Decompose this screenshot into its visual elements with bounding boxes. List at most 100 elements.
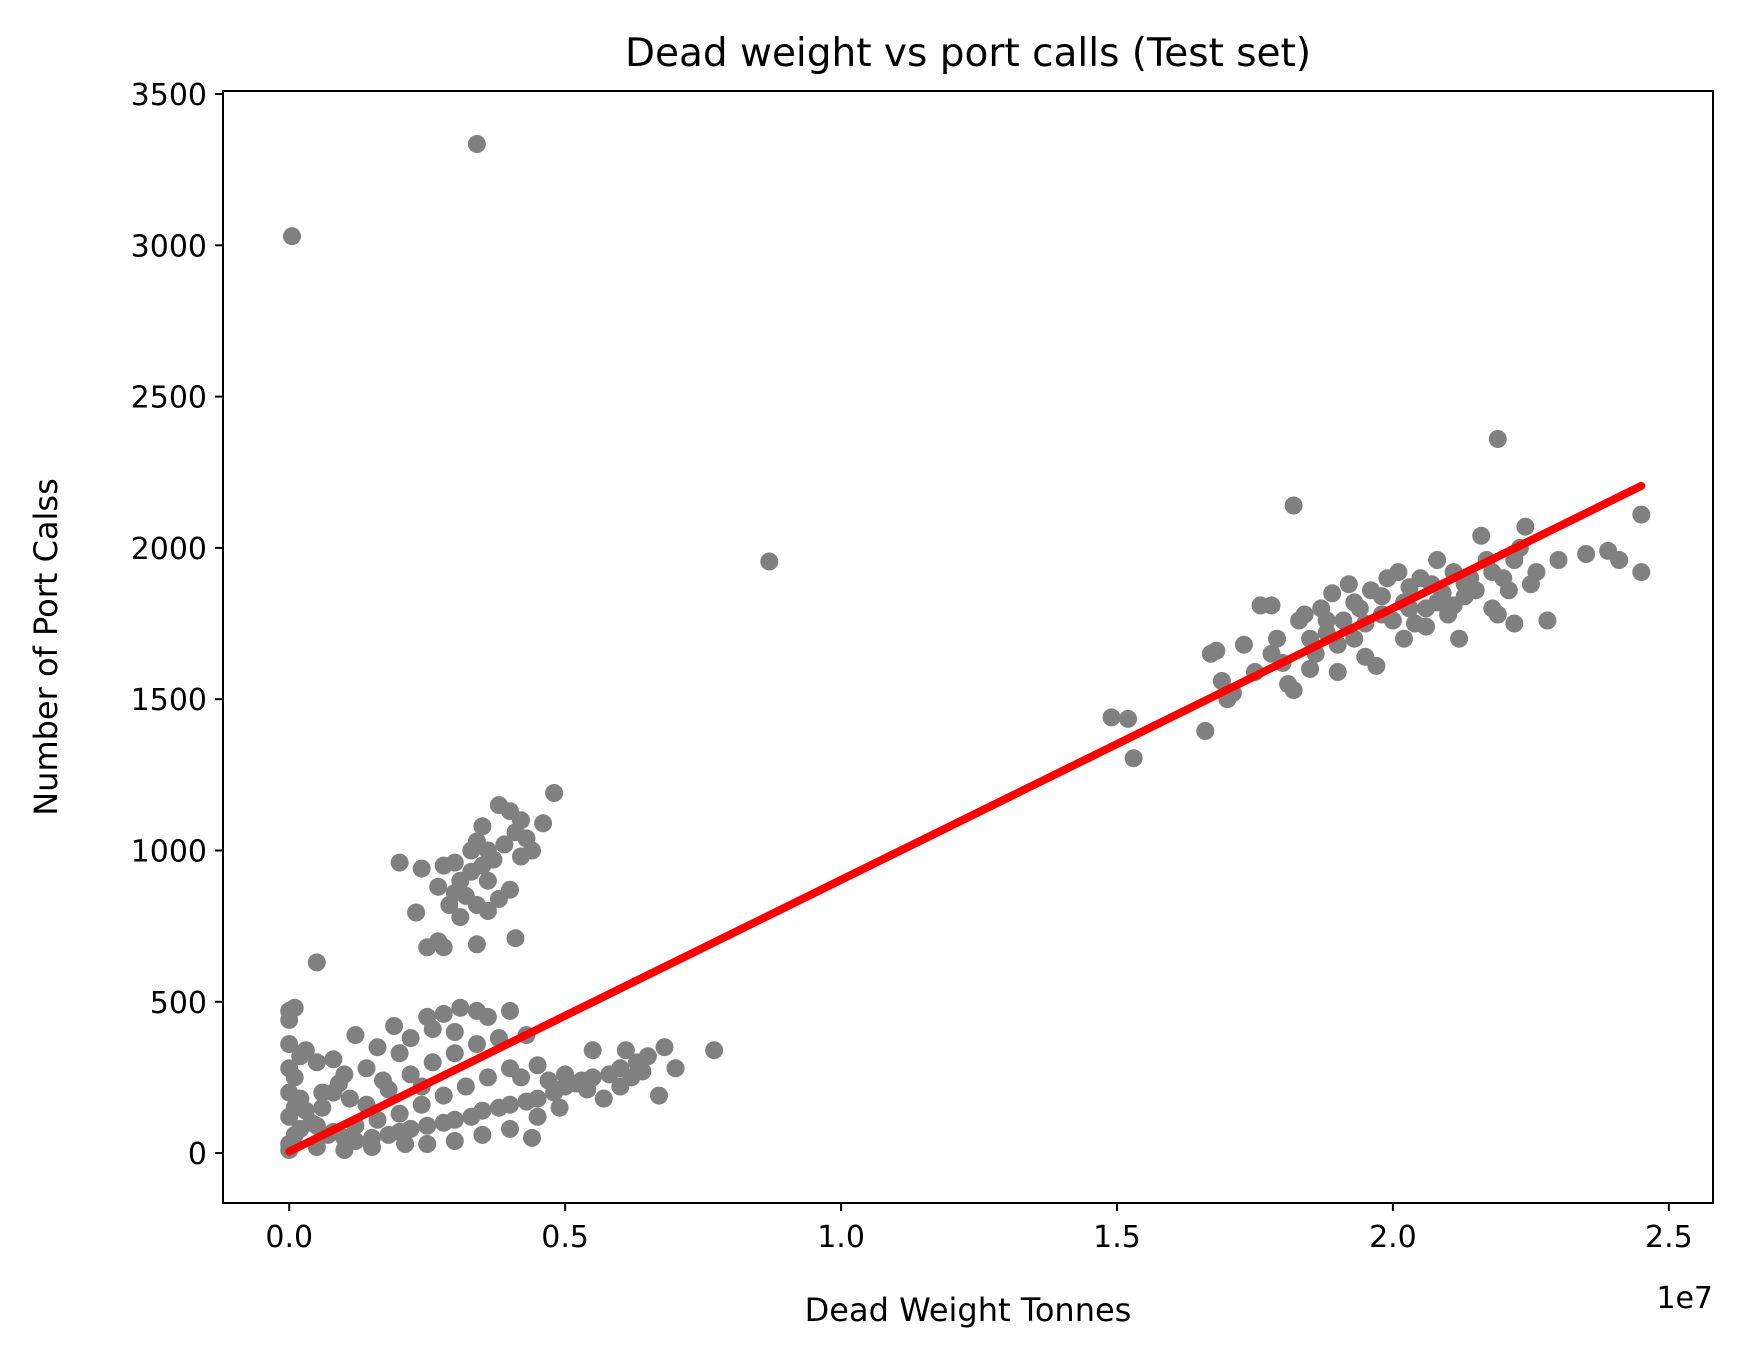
data-point <box>484 850 503 869</box>
data-point <box>412 1095 431 1114</box>
x-tick-label: 1.0 <box>817 1220 865 1255</box>
fit-line-layer <box>285 481 1646 1156</box>
data-point <box>285 1125 304 1144</box>
x-offset-label: 1e7 <box>1656 1281 1713 1316</box>
data-point <box>478 1068 497 1087</box>
data-point <box>434 1004 453 1023</box>
plot-frame <box>222 90 1714 1204</box>
data-point <box>456 1077 475 1096</box>
data-point <box>1577 545 1596 563</box>
data-point <box>368 1038 387 1057</box>
data-point <box>1538 611 1557 630</box>
data-point <box>1610 551 1629 569</box>
data-point <box>1499 581 1518 600</box>
data-point <box>329 1074 348 1093</box>
data-point <box>407 903 426 922</box>
y-tick-label: 2000 <box>131 532 207 567</box>
y-tick-label: 3500 <box>131 78 207 113</box>
data-point <box>445 1023 464 1041</box>
data-point <box>1505 551 1524 569</box>
data-point <box>467 1035 486 1054</box>
data-point <box>1488 430 1507 448</box>
data-point <box>556 1065 575 1084</box>
data-point <box>578 1080 597 1099</box>
data-point <box>1119 709 1137 728</box>
data-point <box>1472 526 1491 545</box>
data-point <box>705 1041 724 1060</box>
data-point <box>280 1035 299 1054</box>
data-point <box>396 1135 415 1153</box>
data-point <box>638 1047 657 1066</box>
data-point <box>473 817 492 836</box>
data-point <box>390 1104 409 1123</box>
y-tick-label: 3000 <box>131 229 207 264</box>
data-point <box>445 1044 464 1063</box>
data-point <box>357 1059 376 1078</box>
x-tick-label: 0.0 <box>265 1220 313 1255</box>
data-point <box>434 1086 453 1105</box>
x-axis: 0.0 0.5 1.0 1.5 2.0 2.5 <box>265 1203 1693 1255</box>
data-point <box>1295 605 1314 624</box>
data-point <box>473 1125 492 1144</box>
data-point <box>1505 614 1524 633</box>
x-tick-label: 2.5 <box>1645 1220 1693 1255</box>
x-axis-label: Dead Weight Tonnes <box>805 1291 1132 1329</box>
data-point <box>1455 575 1474 594</box>
data-point <box>285 1098 304 1117</box>
x-tick-label: 1.5 <box>1093 1220 1141 1255</box>
data-point <box>506 929 525 948</box>
data-point <box>501 1119 519 1138</box>
data-point <box>1124 749 1143 768</box>
data-point <box>280 1010 299 1029</box>
data-point <box>412 859 431 878</box>
chart-title: Dead weight vs port calls (Test set) <box>625 31 1311 76</box>
data-point <box>1328 663 1347 681</box>
data-point <box>401 1119 420 1138</box>
data-point <box>1284 496 1303 515</box>
y-axis: 0 500 1000 1500 2000 2500 3000 3500 <box>131 78 223 1172</box>
data-point <box>473 1101 492 1120</box>
data-point <box>517 829 536 848</box>
data-point <box>633 1062 652 1081</box>
data-point <box>467 935 486 954</box>
data-point <box>283 227 301 246</box>
data-point <box>1428 593 1447 612</box>
data-point <box>655 1038 674 1057</box>
data-point <box>478 1007 497 1026</box>
data-point <box>1632 563 1651 582</box>
data-point <box>583 1041 602 1060</box>
data-point <box>512 1068 530 1087</box>
data-point <box>528 1107 547 1126</box>
data-point <box>1383 611 1402 630</box>
data-point <box>1372 587 1391 606</box>
data-point <box>501 1095 519 1114</box>
data-point <box>423 1020 442 1038</box>
y-tick-label: 1000 <box>131 834 207 869</box>
y-axis-label: Number of Port Calss <box>27 478 65 816</box>
data-point <box>1527 563 1546 582</box>
data-point <box>1345 593 1364 612</box>
data-point <box>1428 551 1447 569</box>
data-point <box>545 784 564 802</box>
data-point <box>1102 708 1121 727</box>
data-point <box>1234 635 1253 654</box>
x-tick-label: 2.0 <box>1369 1220 1417 1255</box>
data-point <box>1345 629 1364 648</box>
data-point <box>313 1083 332 1102</box>
data-point <box>550 1098 569 1117</box>
data-point <box>440 896 459 914</box>
data-point <box>346 1026 365 1045</box>
x-tick-label: 0.5 <box>541 1220 589 1255</box>
data-point <box>1389 563 1408 582</box>
data-point <box>1196 722 1215 740</box>
y-tick-label: 0 <box>188 1137 207 1172</box>
data-point <box>313 1098 332 1117</box>
data-point <box>451 908 470 927</box>
data-point <box>423 1053 442 1072</box>
data-point <box>291 1047 310 1066</box>
data-point <box>445 1110 464 1129</box>
data-point <box>1317 611 1336 630</box>
data-point <box>1488 605 1507 624</box>
data-point <box>280 1059 299 1078</box>
